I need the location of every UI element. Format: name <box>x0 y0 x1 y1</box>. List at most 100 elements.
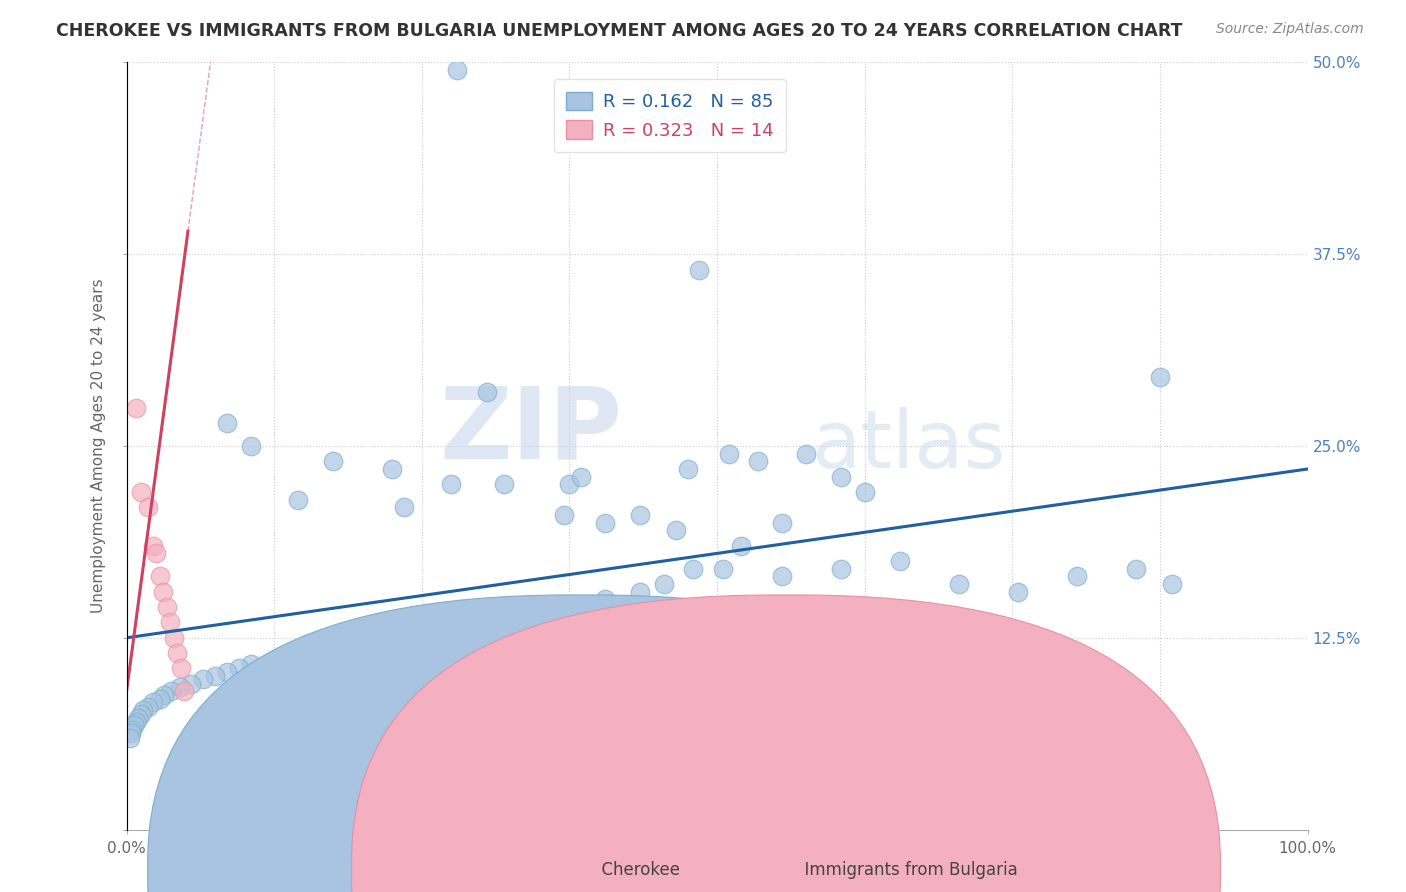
Point <box>593 516 616 530</box>
Point <box>1160 577 1182 591</box>
Point <box>127 710 149 724</box>
Point <box>177 738 200 752</box>
Point <box>889 554 911 568</box>
Point <box>287 492 309 507</box>
Point <box>440 477 463 491</box>
Text: Cherokee: Cherokee <box>591 861 679 879</box>
Point <box>499 607 522 622</box>
Point <box>446 63 468 78</box>
Point <box>169 680 191 694</box>
Point <box>534 600 557 615</box>
Point <box>564 600 586 615</box>
Point <box>534 738 557 752</box>
Point <box>853 485 876 500</box>
Point <box>1042 731 1064 745</box>
Point <box>215 665 238 679</box>
Point <box>149 692 172 706</box>
Point <box>652 738 675 752</box>
Point <box>333 639 356 653</box>
Point <box>381 462 404 476</box>
Point <box>853 654 876 668</box>
Point <box>688 723 710 737</box>
Legend: R = 0.162   N = 85, R = 0.323   N = 14: R = 0.162 N = 85, R = 0.323 N = 14 <box>554 79 786 153</box>
Point <box>239 657 262 671</box>
Point <box>163 631 186 645</box>
Text: CHEROKEE VS IMMIGRANTS FROM BULGARIA UNEMPLOYMENT AMONG AGES 20 TO 24 YEARS CORR: CHEROKEE VS IMMIGRANTS FROM BULGARIA UNE… <box>56 22 1182 40</box>
Y-axis label: Unemployment Among Ages 20 to 24 years: Unemployment Among Ages 20 to 24 years <box>91 278 107 614</box>
Point <box>682 562 704 576</box>
Point <box>652 577 675 591</box>
Point <box>381 738 404 752</box>
Point <box>475 699 498 714</box>
Point <box>830 469 852 483</box>
Point <box>717 447 740 461</box>
Point <box>569 469 592 483</box>
Point <box>794 447 817 461</box>
Point <box>145 546 167 560</box>
Point <box>228 661 250 675</box>
Point <box>129 707 152 722</box>
Point <box>676 462 699 476</box>
Point <box>392 500 415 515</box>
Point <box>451 615 474 630</box>
Point <box>193 672 215 686</box>
Point <box>132 703 155 717</box>
Point <box>121 723 143 737</box>
Point <box>136 500 159 515</box>
Point <box>120 731 142 745</box>
Point <box>475 385 498 400</box>
Point <box>381 623 404 637</box>
Point <box>120 726 142 740</box>
Point <box>948 577 970 591</box>
Point <box>159 615 181 630</box>
Point <box>346 761 368 775</box>
Point <box>122 718 145 732</box>
Point <box>215 416 238 430</box>
Text: Source: ZipAtlas.com: Source: ZipAtlas.com <box>1216 22 1364 37</box>
Point <box>770 569 793 583</box>
Point <box>494 477 516 491</box>
Point <box>170 661 193 675</box>
Point <box>239 439 262 453</box>
Point <box>711 715 734 730</box>
Point <box>129 485 152 500</box>
Point <box>665 524 688 538</box>
Point <box>153 688 176 702</box>
Point <box>770 707 793 722</box>
Point <box>152 584 174 599</box>
Point <box>263 654 285 668</box>
Point <box>180 677 202 691</box>
Point <box>416 723 439 737</box>
Point <box>156 600 179 615</box>
Point <box>688 262 710 277</box>
Text: atlas: atlas <box>811 407 1005 485</box>
Point <box>298 646 321 660</box>
Point <box>416 623 439 637</box>
Point <box>125 401 148 415</box>
Text: Immigrants from Bulgaria: Immigrants from Bulgaria <box>794 861 1018 879</box>
Point <box>830 562 852 576</box>
Point <box>558 477 581 491</box>
Point <box>149 569 172 583</box>
Point <box>160 684 183 698</box>
Point <box>628 508 651 522</box>
Point <box>972 654 994 668</box>
Point <box>553 508 575 522</box>
Point <box>730 539 752 553</box>
Point <box>475 611 498 625</box>
Point <box>628 584 651 599</box>
Point <box>770 516 793 530</box>
Point <box>924 661 946 675</box>
Point <box>166 646 188 660</box>
Point <box>357 631 380 645</box>
Point <box>322 641 344 656</box>
Point <box>173 684 195 698</box>
Point <box>1066 569 1088 583</box>
Point <box>141 539 163 553</box>
Point <box>136 699 159 714</box>
Point <box>1125 562 1147 576</box>
Point <box>593 592 616 607</box>
Point <box>1007 584 1029 599</box>
Point <box>204 669 226 683</box>
Point <box>747 454 769 468</box>
